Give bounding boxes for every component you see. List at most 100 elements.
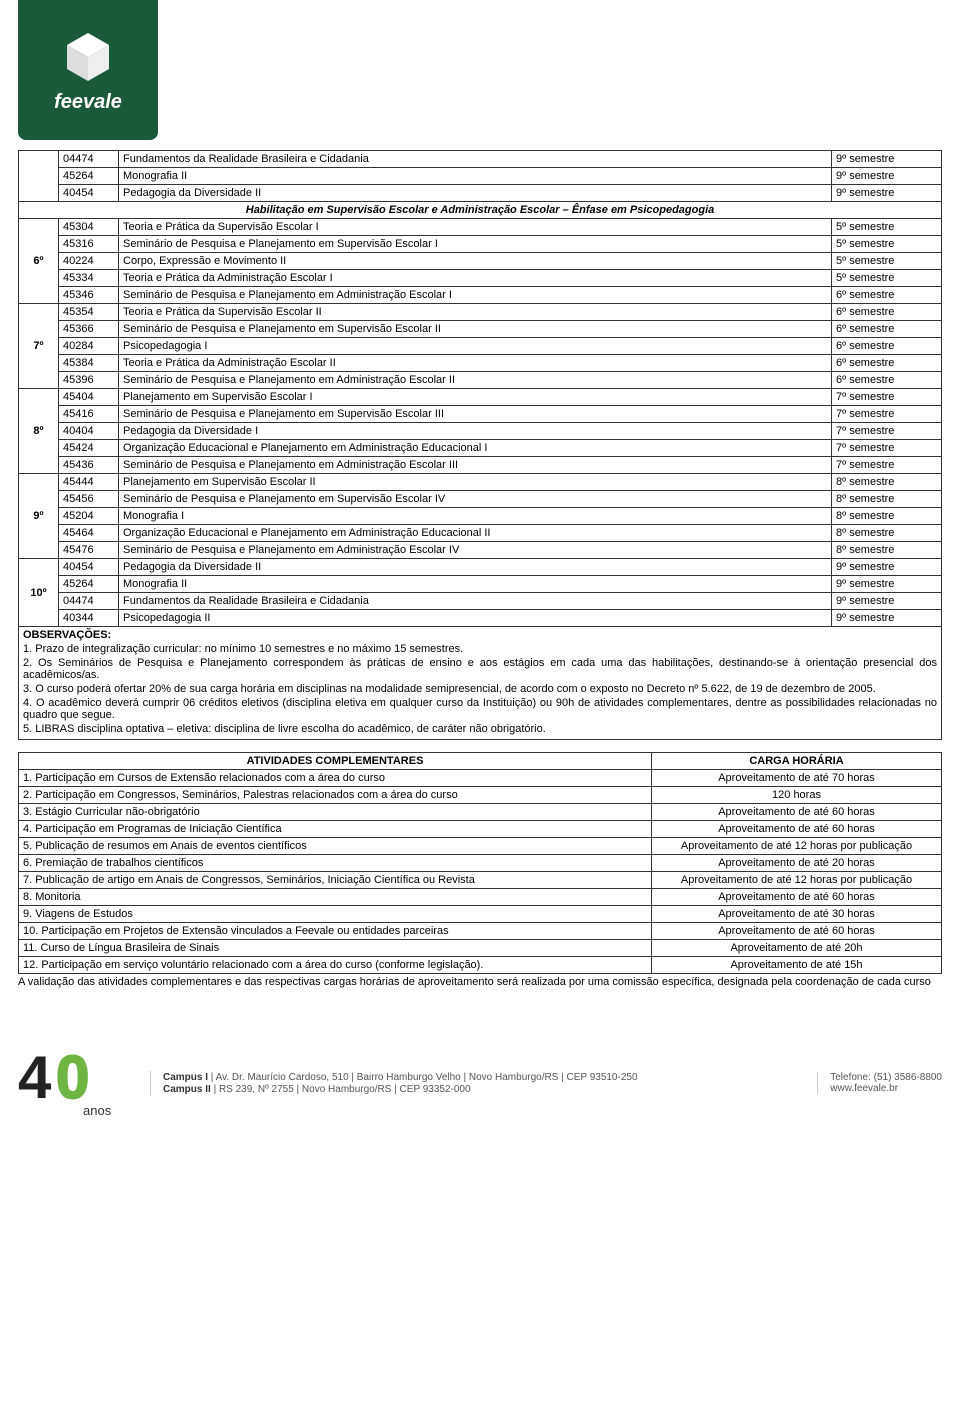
activity-name: 12. Participação em serviço voluntário r… [19, 957, 652, 974]
course-name: Seminário de Pesquisa e Planejamento em … [119, 491, 832, 508]
course-name: Pedagogia da Diversidade I [119, 423, 832, 440]
table-row: 6º45304Teoria e Prática da Supervisão Es… [19, 219, 942, 236]
course-semester: 9º semestre [832, 151, 942, 168]
course-semester: 9º semestre [832, 559, 942, 576]
course-semester: 7º semestre [832, 423, 942, 440]
table-row: 45424Organização Educacional e Planejame… [19, 440, 942, 457]
course-code: 45476 [59, 542, 119, 559]
table-row: 40344Psicopedagogia II9º semestre [19, 610, 942, 627]
course-name: Pedagogia da Diversidade II [119, 185, 832, 202]
table-row: 10. Participação em Projetos de Extensão… [19, 923, 942, 940]
table-row: 7º45354Teoria e Prática da Supervisão Es… [19, 304, 942, 321]
course-semester: 6º semestre [832, 304, 942, 321]
course-name: Psicopedagogia II [119, 610, 832, 627]
course-name: Teoria e Prática da Administração Escola… [119, 355, 832, 372]
course-semester: 8º semestre [832, 508, 942, 525]
course-code: 40454 [59, 185, 119, 202]
course-name: Seminário de Pesquisa e Planejamento em … [119, 406, 832, 423]
period-cell [19, 151, 59, 202]
activity-name: 5. Publicação de resumos em Anais de eve… [19, 838, 652, 855]
activity-name: 11. Curso de Língua Brasileira de Sinais [19, 940, 652, 957]
activity-hours: Aproveitamento de até 60 horas [652, 804, 942, 821]
course-name: Seminário de Pesquisa e Planejamento em … [119, 457, 832, 474]
activity-hours: Aproveitamento de até 15h [652, 957, 942, 974]
table-row: 9º45444Planejamento em Supervisão Escola… [19, 474, 942, 491]
course-semester: 6º semestre [832, 355, 942, 372]
course-code: 45304 [59, 219, 119, 236]
anos-text: anos [83, 1103, 111, 1118]
table-row: 45204Monografia I8º semestre [19, 508, 942, 525]
table-row: 2. Participação em Congressos, Seminário… [19, 787, 942, 804]
course-code: 45416 [59, 406, 119, 423]
course-name: Monografia II [119, 168, 832, 185]
activity-name: 6. Premiação de trabalhos científicos [19, 855, 652, 872]
course-name: Planejamento em Supervisão Escolar I [119, 389, 832, 406]
activity-hours: Aproveitamento de até 60 horas [652, 923, 942, 940]
course-code: 45204 [59, 508, 119, 525]
observations-cell: OBSERVAÇÕES: 1. Prazo de integralização … [19, 627, 942, 740]
course-name: Pedagogia da Diversidade II [119, 559, 832, 576]
course-semester: 5º semestre [832, 253, 942, 270]
course-code: 45354 [59, 304, 119, 321]
course-semester: 7º semestre [832, 457, 942, 474]
observation-item: 3. O curso poderá ofertar 20% de sua car… [23, 683, 937, 695]
table-row: 45366Seminário de Pesquisa e Planejament… [19, 321, 942, 338]
course-code: 40284 [59, 338, 119, 355]
table-row: 45436Seminário de Pesquisa e Planejament… [19, 457, 942, 474]
course-name: Fundamentos da Realidade Brasileira e Ci… [119, 593, 832, 610]
course-semester: 6º semestre [832, 338, 942, 355]
complementary-activities-table: ATIVIDADES COMPLEMENTARES CARGA HORÁRIA … [18, 752, 942, 974]
course-code: 40344 [59, 610, 119, 627]
course-name: Seminário de Pesquisa e Planejamento em … [119, 287, 832, 304]
course-semester: 7º semestre [832, 389, 942, 406]
footer-campus-info: Campus I | Av. Dr. Maurício Cardoso, 510… [150, 1071, 805, 1096]
table-row: 40454Pedagogia da Diversidade II9º semes… [19, 185, 942, 202]
course-semester: 9º semestre [832, 610, 942, 627]
table-row: 40284Psicopedagogia I6º semestre [19, 338, 942, 355]
activity-name: 2. Participação em Congressos, Seminário… [19, 787, 652, 804]
course-semester: 9º semestre [832, 185, 942, 202]
course-name: Organização Educacional e Planejamento e… [119, 440, 832, 457]
course-name: Organização Educacional e Planejamento e… [119, 525, 832, 542]
observation-item: 1. Prazo de integralização curricular: n… [23, 643, 937, 655]
table-row: 4. Participação em Programas de Iniciaçã… [19, 821, 942, 838]
table-row: 40404Pedagogia da Diversidade I7º semest… [19, 423, 942, 440]
cube-icon [58, 27, 118, 87]
course-code: 45436 [59, 457, 119, 474]
course-code: 04474 [59, 593, 119, 610]
period-cell: 6º [19, 219, 59, 304]
course-semester: 8º semestre [832, 525, 942, 542]
activity-hours: Aproveitamento de até 20 horas [652, 855, 942, 872]
course-name: Monografia I [119, 508, 832, 525]
table-row: 5. Publicação de resumos em Anais de eve… [19, 838, 942, 855]
table-row: 45464Organização Educacional e Planejame… [19, 525, 942, 542]
course-code: 45424 [59, 440, 119, 457]
course-code: 45444 [59, 474, 119, 491]
course-semester: 7º semestre [832, 406, 942, 423]
activity-name: 9. Viagens de Estudos [19, 906, 652, 923]
course-semester: 5º semestre [832, 270, 942, 287]
activity-name: 4. Participação em Programas de Iniciaçã… [19, 821, 652, 838]
table-row: 7. Publicação de artigo em Anais de Cong… [19, 872, 942, 889]
footer-contact: Telefone: (51) 3586-8800 www.feevale.br [817, 1072, 942, 1094]
activity-hours: Aproveitamento de até 60 horas [652, 821, 942, 838]
course-name: Corpo, Expressão e Movimento II [119, 253, 832, 270]
course-semester: 9º semestre [832, 576, 942, 593]
course-name: Monografia II [119, 576, 832, 593]
table-row: 40224Corpo, Expressão e Movimento II5º s… [19, 253, 942, 270]
table-row: 45334Teoria e Prática da Administração E… [19, 270, 942, 287]
course-code: 45396 [59, 372, 119, 389]
obs-title: OBSERVAÇÕES: [23, 629, 111, 641]
course-name: Seminário de Pesquisa e Planejamento em … [119, 372, 832, 389]
table-row: 45384Teoria e Prática da Administração E… [19, 355, 942, 372]
activity-hours: Aproveitamento de até 30 horas [652, 906, 942, 923]
table-row: 04474Fundamentos da Realidade Brasileira… [19, 151, 942, 168]
table-row: 12. Participação em serviço voluntário r… [19, 957, 942, 974]
header-logo: feevale [18, 0, 158, 140]
activity-hours: Aproveitamento de até 12 horas por publi… [652, 838, 942, 855]
course-code: 45346 [59, 287, 119, 304]
course-code: 45264 [59, 168, 119, 185]
table-row: 45264Monografia II9º semestre [19, 168, 942, 185]
table-row: 45456Seminário de Pesquisa e Planejament… [19, 491, 942, 508]
course-name: Seminário de Pesquisa e Planejamento em … [119, 236, 832, 253]
